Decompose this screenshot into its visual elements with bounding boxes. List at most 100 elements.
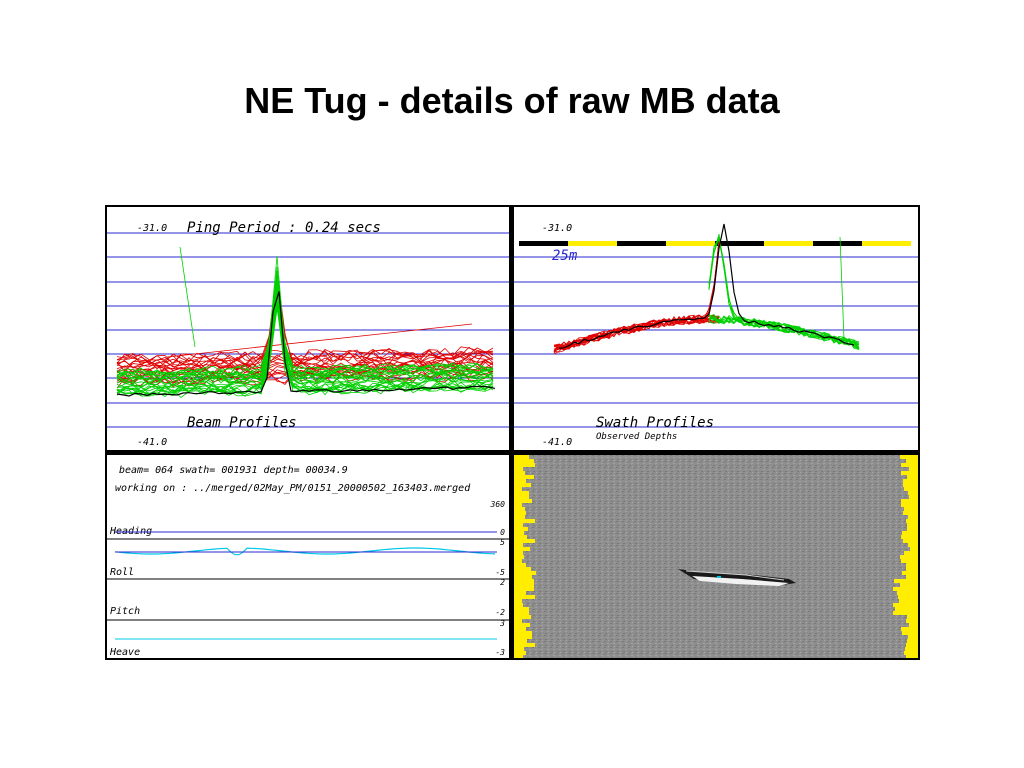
edge-bar (514, 567, 531, 571)
edge-bar (909, 623, 918, 627)
edge-bar (514, 475, 534, 479)
swath-trace (553, 244, 720, 353)
edge-bar (900, 455, 918, 459)
edge-bar (514, 583, 534, 587)
swath-port-profiles (553, 238, 720, 355)
edge-bar (514, 551, 523, 555)
beam-profiles-panel: -31.0 Ping Period : 0.24 secs Beam Profi… (107, 207, 509, 450)
edge-bar (514, 587, 534, 591)
edge-bar (902, 571, 918, 575)
edge-bar (514, 639, 527, 643)
wreck-target (678, 569, 796, 586)
edge-bar (514, 471, 525, 475)
swath-trace (708, 316, 860, 350)
swath-trace (553, 314, 720, 353)
edge-bar (895, 607, 918, 611)
beam-profiles-caption: Beam Profiles (187, 415, 297, 431)
starboard-edge-bars (893, 455, 918, 658)
edge-bar (514, 523, 523, 527)
edge-bar (514, 503, 522, 507)
edge-bar (908, 635, 918, 639)
edge-bar (514, 555, 524, 559)
edge-bar (514, 495, 529, 499)
ping-period-label: Ping Period : 0.24 secs (187, 220, 381, 236)
edge-bar (514, 611, 529, 615)
pitch-label: Pitch (110, 606, 140, 617)
heave-label: Heave (109, 647, 140, 658)
edge-bar (901, 559, 918, 563)
edge-bar (514, 615, 531, 619)
beam-trace (179, 246, 196, 348)
edge-bar (514, 591, 526, 595)
beam-trace (116, 279, 494, 373)
edge-bar (514, 647, 524, 651)
edge-bar (907, 475, 918, 479)
edge-bar (908, 515, 918, 519)
edge-bar (900, 583, 918, 587)
roll-max: 5 (500, 538, 505, 547)
edge-bar (901, 463, 918, 467)
beam-trace (116, 278, 493, 378)
scale-segment (519, 241, 568, 246)
edge-bar (514, 539, 535, 543)
edge-bar (893, 603, 918, 607)
edge-bar (514, 463, 535, 467)
beam-trace (116, 347, 494, 364)
beam-top-depth: -31.0 (137, 223, 167, 234)
observed-depths-label: Observed Depths (596, 432, 677, 442)
edge-bar (902, 631, 918, 635)
swath-trace (708, 237, 860, 346)
beam-trace (166, 323, 473, 358)
edge-bar (514, 619, 522, 623)
edge-bar (908, 543, 918, 547)
edge-bar (514, 535, 527, 539)
edge-bar (901, 499, 918, 503)
edge-bar (514, 575, 532, 579)
edge-bar (893, 587, 918, 591)
edge-bar (514, 491, 529, 495)
edge-bar (905, 647, 918, 651)
scale-segment (568, 241, 617, 246)
scale-segment (813, 241, 862, 246)
swath-profiles-caption: Swath Profiles (596, 415, 714, 431)
edge-bar (903, 539, 918, 543)
swath-profiles-panel: -31.0 25m Swath Profiles Observed Depths… (514, 207, 918, 450)
working-file-line: working on : ../merged/02May_PM/0151_200… (115, 483, 471, 494)
edge-bar (906, 655, 918, 658)
edge-bar (901, 471, 918, 475)
pitch-max: 2 (500, 578, 505, 587)
edge-bar (514, 527, 528, 531)
edge-bar (514, 627, 526, 631)
port-edge-bars (514, 455, 536, 658)
edge-bar (904, 487, 918, 491)
scale-segment (764, 241, 813, 246)
scale-segment (666, 241, 715, 246)
edge-bar (906, 575, 918, 579)
swath-trace (708, 315, 860, 349)
edge-bar (899, 599, 918, 603)
edge-bar (906, 643, 918, 647)
heave-min: -3 (495, 648, 505, 657)
edge-bar (904, 507, 918, 511)
edge-bar (906, 619, 918, 623)
heading-max: 360 (490, 500, 506, 509)
scale-bar (519, 241, 911, 246)
edge-bar (906, 459, 918, 463)
scale-segment (862, 241, 911, 246)
edge-bar (906, 563, 918, 567)
edge-bar (906, 519, 918, 523)
roll-label: Roll (110, 567, 134, 578)
edge-bar (514, 571, 536, 575)
beam-trace (116, 296, 494, 397)
edge-bar (514, 623, 530, 627)
beam-trace (116, 256, 494, 378)
beam-trace (116, 275, 494, 390)
edge-bar (903, 479, 918, 483)
scale-length-label: 25m (552, 248, 578, 264)
beam-trace (116, 269, 494, 388)
edge-bar (902, 531, 918, 535)
edge-bar (514, 599, 522, 603)
beam-grid (107, 232, 509, 428)
edge-bar (514, 603, 523, 607)
swath-trace (553, 243, 720, 350)
